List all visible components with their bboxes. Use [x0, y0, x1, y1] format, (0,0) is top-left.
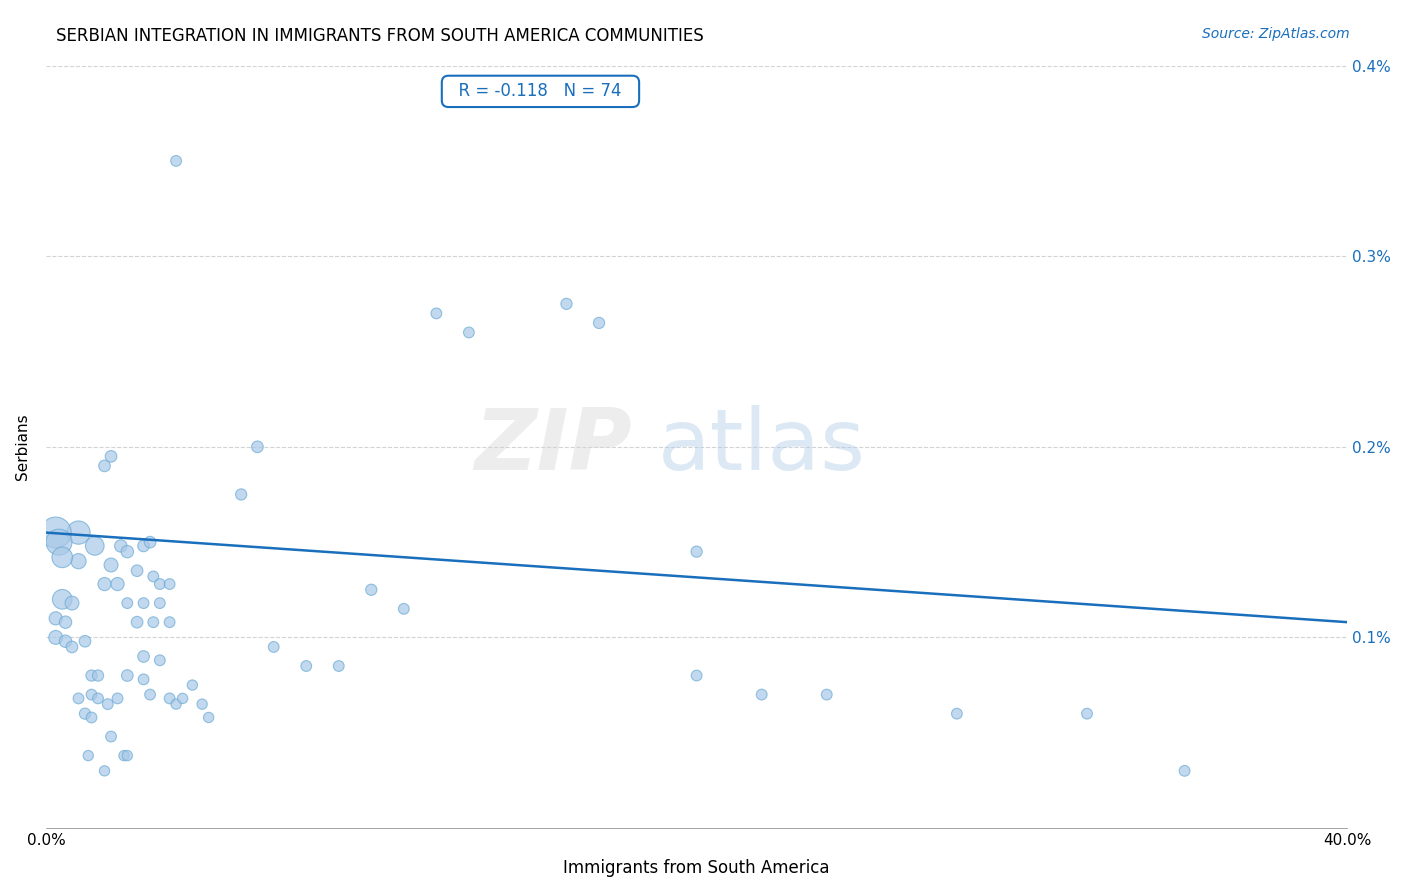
Point: [149, 653, 172, 667]
Point: [100, 450, 122, 464]
X-axis label: Immigrants from South America: Immigrants from South America: [564, 859, 830, 877]
Point: [263, 640, 285, 654]
Point: [165, 153, 187, 168]
Point: [80, 710, 103, 724]
Point: [555, 297, 578, 311]
Point: [73, 706, 96, 721]
Point: [83, 539, 105, 553]
Point: [73, 634, 96, 648]
Point: [93, 764, 115, 778]
Point: [80, 668, 103, 682]
Point: [48, 535, 70, 549]
Point: [125, 615, 148, 630]
Point: [815, 688, 838, 702]
Point: [751, 688, 773, 702]
Point: [231, 487, 253, 501]
Point: [159, 615, 181, 630]
Point: [1076, 706, 1098, 721]
Point: [117, 668, 139, 682]
Point: [360, 582, 382, 597]
Point: [295, 659, 318, 673]
Point: [392, 602, 415, 616]
Point: [107, 577, 129, 591]
Point: [1174, 764, 1197, 778]
Point: [588, 316, 610, 330]
Point: [67, 525, 90, 540]
Point: [149, 596, 172, 610]
Point: [159, 577, 181, 591]
Point: [132, 596, 155, 610]
Point: [142, 569, 165, 583]
Point: [87, 668, 110, 682]
Point: [51, 592, 73, 607]
Y-axis label: Serbians: Serbians: [15, 414, 30, 480]
Point: [117, 596, 139, 610]
Point: [132, 649, 155, 664]
Point: [51, 550, 73, 565]
Text: ZIP: ZIP: [474, 405, 631, 488]
Point: [685, 544, 707, 558]
Point: [425, 306, 447, 320]
Point: [246, 440, 269, 454]
Point: [100, 558, 122, 572]
Point: [55, 634, 77, 648]
Point: [172, 691, 194, 706]
Text: atlas: atlas: [658, 405, 866, 488]
Point: [685, 668, 707, 682]
Point: [60, 596, 83, 610]
Point: [132, 673, 155, 687]
Point: [45, 611, 67, 625]
Text: Source: ZipAtlas.com: Source: ZipAtlas.com: [1202, 27, 1350, 41]
Point: [139, 535, 162, 549]
Point: [87, 691, 110, 706]
Point: [149, 577, 172, 591]
Point: [100, 730, 122, 744]
Point: [97, 697, 120, 711]
Point: [191, 697, 214, 711]
Point: [112, 748, 135, 763]
Point: [93, 458, 115, 473]
Point: [80, 688, 103, 702]
Point: [45, 631, 67, 645]
Point: [67, 554, 90, 568]
Point: [159, 691, 181, 706]
Point: [165, 697, 187, 711]
Point: [125, 564, 148, 578]
Point: [67, 691, 90, 706]
Point: [77, 748, 100, 763]
Point: [946, 706, 969, 721]
Point: [139, 688, 162, 702]
Point: [197, 710, 219, 724]
Point: [117, 544, 139, 558]
Point: [55, 615, 77, 630]
Text: SERBIAN INTEGRATION IN IMMIGRANTS FROM SOUTH AMERICA COMMUNITIES: SERBIAN INTEGRATION IN IMMIGRANTS FROM S…: [56, 27, 704, 45]
Point: [93, 577, 115, 591]
Text: R = -0.118   N = 74: R = -0.118 N = 74: [449, 82, 633, 101]
Point: [45, 525, 67, 540]
Point: [132, 539, 155, 553]
Point: [60, 640, 83, 654]
Point: [328, 659, 350, 673]
Point: [107, 691, 129, 706]
Point: [181, 678, 204, 692]
Point: [142, 615, 165, 630]
Point: [110, 539, 132, 553]
Point: [457, 326, 479, 340]
Point: [117, 748, 139, 763]
